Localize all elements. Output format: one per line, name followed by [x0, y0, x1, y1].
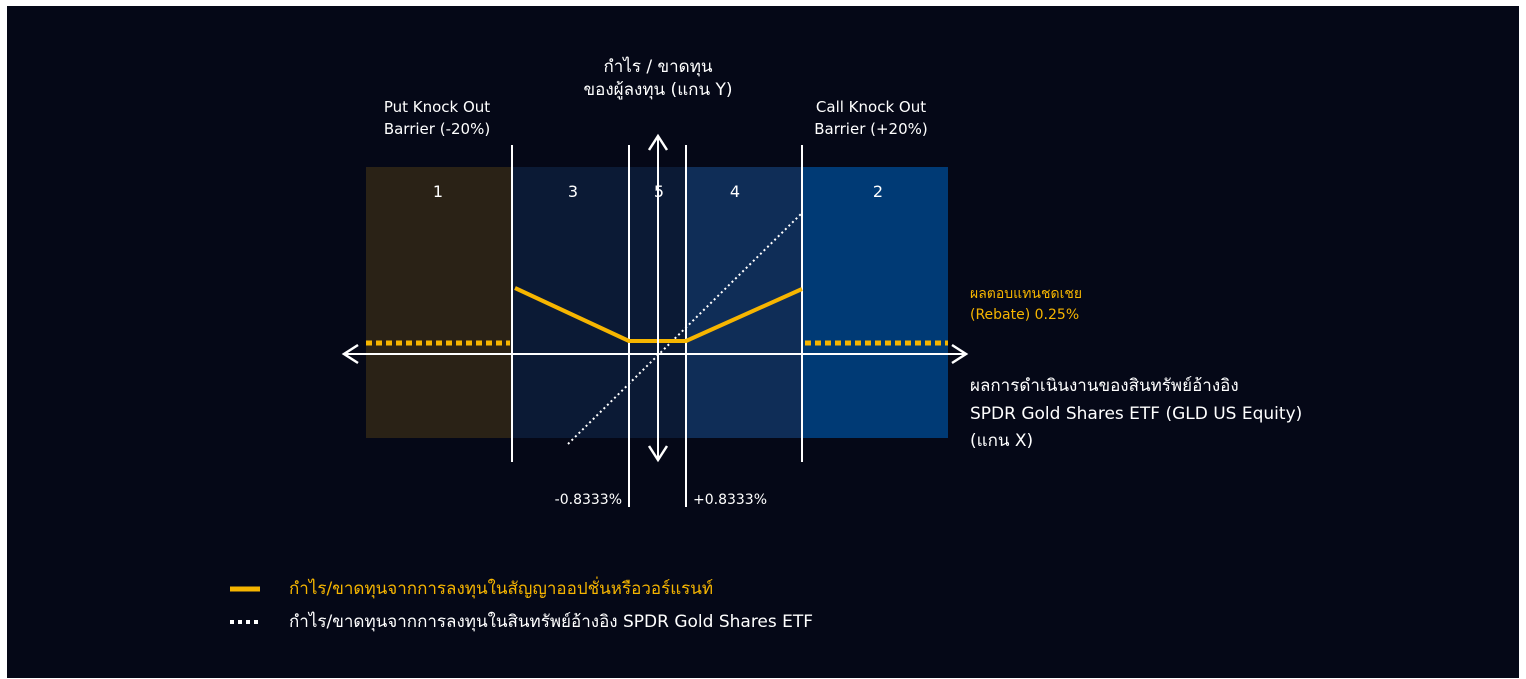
zone-label-1: 1 — [433, 182, 443, 201]
y-axis-top-arrow — [647, 133, 669, 151]
zone-2-region — [802, 167, 948, 438]
rebate-label-line2: (Rebate) 0.25% — [970, 307, 1079, 323]
call-barrier-label-line2: Barrier (+20%) — [814, 120, 928, 138]
rebate-label-line1: ผลตอบแทนชดเชย — [970, 286, 1082, 302]
zone-label-2: 2 — [873, 182, 883, 201]
x-axis-title-line1: ผลการดำเนินงานของสินทรัพย์อ้างอิง — [970, 376, 1239, 396]
legend-option-label: กำไร/ขาดทุนจากการลงทุนในสัญญาออปชั่นหรือ… — [289, 576, 713, 599]
x-axis-right-arrow — [951, 343, 969, 365]
upper-threshold-label: +0.8333% — [693, 492, 767, 508]
y-axis-title-line1: กำไร / ขาดทุน — [603, 56, 712, 77]
x-axis-left-arrow — [341, 343, 359, 365]
lower-threshold-label: -0.8333% — [555, 492, 622, 508]
y-axis-title-line2: ของผู้ลงทุน (แกน Y) — [584, 80, 733, 100]
put-barrier-label-line2: Barrier (-20%) — [384, 120, 490, 138]
zone-1-region — [366, 167, 511, 438]
call-barrier-label-line1: Call Knock Out — [816, 98, 926, 116]
x-axis-title-line3: (แกน X) — [970, 431, 1033, 451]
zone-4-region — [686, 167, 802, 438]
zone-label-4: 4 — [730, 182, 740, 201]
zone-3-region — [511, 167, 629, 438]
put-barrier-label-line1: Put Knock Out — [384, 98, 490, 116]
y-axis-bottom-arrow — [647, 445, 669, 463]
legend-underlying-label: กำไร/ขาดทุนจากการลงทุนในสินทรัพย์อ้างอิง… — [289, 611, 813, 632]
zone-label-3: 3 — [568, 182, 578, 201]
x-axis-title-line2: SPDR Gold Shares ETF (GLD US Equity) — [970, 404, 1302, 424]
